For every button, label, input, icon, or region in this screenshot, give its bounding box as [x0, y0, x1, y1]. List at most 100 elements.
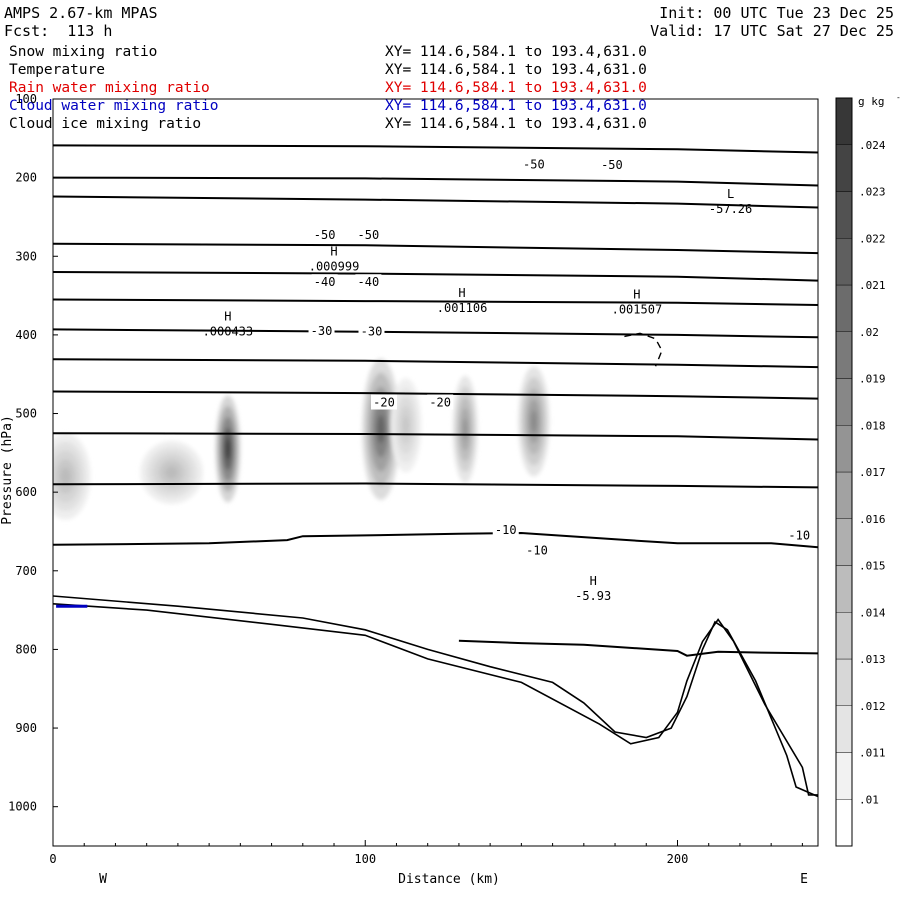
colorbar-bin-8 [835, 425, 853, 473]
extremum-value-3: .001507 [612, 303, 663, 317]
colorbar-label-2: .012 [859, 700, 886, 713]
colorbar-bin-15 [835, 97, 853, 145]
colorbar-label-0: .01 [859, 793, 879, 806]
colorbar-label-11: .021 [859, 279, 886, 292]
y-tick-label-3: 400 [15, 328, 37, 342]
temperature-contour-9 [53, 432, 818, 441]
extremum-value-1: .000999 [309, 259, 360, 273]
temperature-contour-7 [53, 358, 818, 369]
colorbar-bin-12 [835, 238, 853, 286]
legend-rain-xy: XY= 114.6,584.1 to 193.4,631.0 [385, 80, 647, 96]
y-tick-label-2: 300 [15, 249, 37, 263]
temperature-contour-8 [53, 390, 818, 400]
colorbar-bin-0 [835, 799, 853, 847]
colorbar-unit: g kg [858, 95, 885, 108]
contour-label-6: -30 [311, 324, 333, 338]
colorbar-bin-4 [835, 612, 853, 660]
y-tick-label-1: 200 [15, 171, 37, 185]
extremum-symbol-2: H [458, 286, 465, 300]
x-axis-east-label: E [800, 872, 808, 887]
contour-label-bg-12 [786, 527, 813, 543]
contour-label-2: -50 [314, 228, 336, 242]
extremum-symbol-0: L [727, 187, 734, 201]
extremum-symbol-5: H [590, 574, 597, 588]
terrain-contour-upper [53, 595, 818, 798]
temperature-contour-12 [458, 639, 818, 657]
y-tick-label-8: 900 [15, 721, 37, 735]
colorbar-label-9: .019 [859, 373, 886, 386]
extremum-symbol-4: H [224, 310, 231, 324]
colorbar-label-5: .015 [859, 560, 886, 573]
colorbar-bin-5 [835, 565, 853, 613]
colorbar-bin-3 [835, 658, 853, 706]
extremum-value-5: -5.93 [575, 589, 611, 603]
forecast-hour: Fcst: 113 h [4, 22, 113, 40]
legend-cloud-water: Cloud water mixing ratio [9, 98, 219, 114]
model-title: AMPS 2.67-km MPAS [4, 4, 158, 22]
x-tick-label-0: 0 [49, 852, 56, 866]
legend-rain: Rain water mixing ratio [9, 80, 210, 96]
plot-frame [52, 98, 819, 847]
y-tick-label-0: 100 [15, 92, 37, 106]
contour-label-bg-7 [358, 323, 385, 339]
y-tick-label-5: 600 [15, 485, 37, 499]
temperature-contour-2 [53, 195, 818, 209]
contour-label-5: -40 [358, 275, 380, 289]
x-axis-west-label: W [99, 872, 107, 887]
colorbar-bin-11 [835, 284, 853, 332]
colorbar-bin-9 [835, 378, 853, 426]
contour-label-bg-5 [355, 274, 382, 290]
colorbar-label-6: .016 [859, 513, 886, 526]
extremum-value-4: .000433 [203, 325, 254, 339]
contour-label-bg-3 [355, 227, 382, 243]
contour-label-3: -50 [358, 228, 380, 242]
terrain-contour-lower [53, 603, 818, 796]
x-tick-label-1: 100 [354, 852, 376, 866]
y-axis-label: Pressure (hPa) [0, 415, 15, 525]
legend-cloud-ice: Cloud ice mixing ratio [9, 116, 202, 132]
temperature-contour-3 [53, 242, 818, 255]
legend-snow-xy: XY= 114.6,584.1 to 193.4,631.0 [385, 44, 647, 60]
init-time: Init: 00 UTC Tue 23 Dec 25 [659, 4, 894, 22]
snow-cell-2-level-4 [402, 415, 409, 435]
x-axis-label: Distance (km) [398, 872, 500, 887]
legend-cloud-water-xy: XY= 114.6,584.1 to 193.4,631.0 [385, 98, 647, 114]
contour-label-8: -20 [373, 396, 395, 410]
temperature-contour-11 [53, 531, 818, 549]
colorbar-label-4: .014 [859, 606, 886, 619]
colorbar-label-14: .024 [859, 139, 886, 152]
contour-label-9: -20 [429, 396, 451, 410]
contour-label-11: -10 [526, 543, 548, 557]
colorbar-unit-exponent: -1 [896, 93, 900, 102]
y-tick-label-7: 800 [15, 642, 37, 656]
temperature-contour-0 [53, 144, 818, 154]
rain-water-dashed-contour [624, 332, 663, 367]
y-tick-label-4: 500 [15, 407, 37, 421]
extremum-value-0: -57.26 [709, 202, 752, 216]
snow-cell-3-level-4 [462, 418, 468, 440]
contour-label-bg-1 [598, 157, 625, 173]
colorbar-label-7: .017 [859, 466, 886, 479]
contour-label-1: -50 [601, 158, 623, 172]
legend-temperature-xy: XY= 114.6,584.1 to 193.4,631.0 [385, 62, 647, 78]
contour-label-10: -10 [495, 523, 517, 537]
contour-label-bg-8 [370, 394, 397, 410]
colorbar-label-10: .02 [859, 326, 879, 339]
contour-label-bg-0 [520, 156, 547, 172]
snow-cell-0-level-4 [225, 438, 231, 460]
contour-label-bg-9 [427, 394, 454, 410]
contour-label-bg-2 [311, 227, 338, 243]
extremum-symbol-1: H [330, 244, 337, 258]
temperature-contour-1 [53, 176, 818, 187]
contour-label-bg-10 [492, 521, 519, 537]
colorbar-bin-10 [835, 331, 853, 379]
y-tick-label-6: 700 [15, 564, 37, 578]
extremum-value-2: .001106 [437, 301, 488, 315]
colorbar-label-1: .011 [859, 747, 886, 760]
colorbar-bin-14 [835, 144, 853, 192]
colorbar-bin-13 [835, 191, 853, 239]
legend-temperature: Temperature [9, 62, 106, 78]
temperature-contour-10 [53, 482, 818, 489]
contour-label-0: -50 [523, 157, 545, 171]
